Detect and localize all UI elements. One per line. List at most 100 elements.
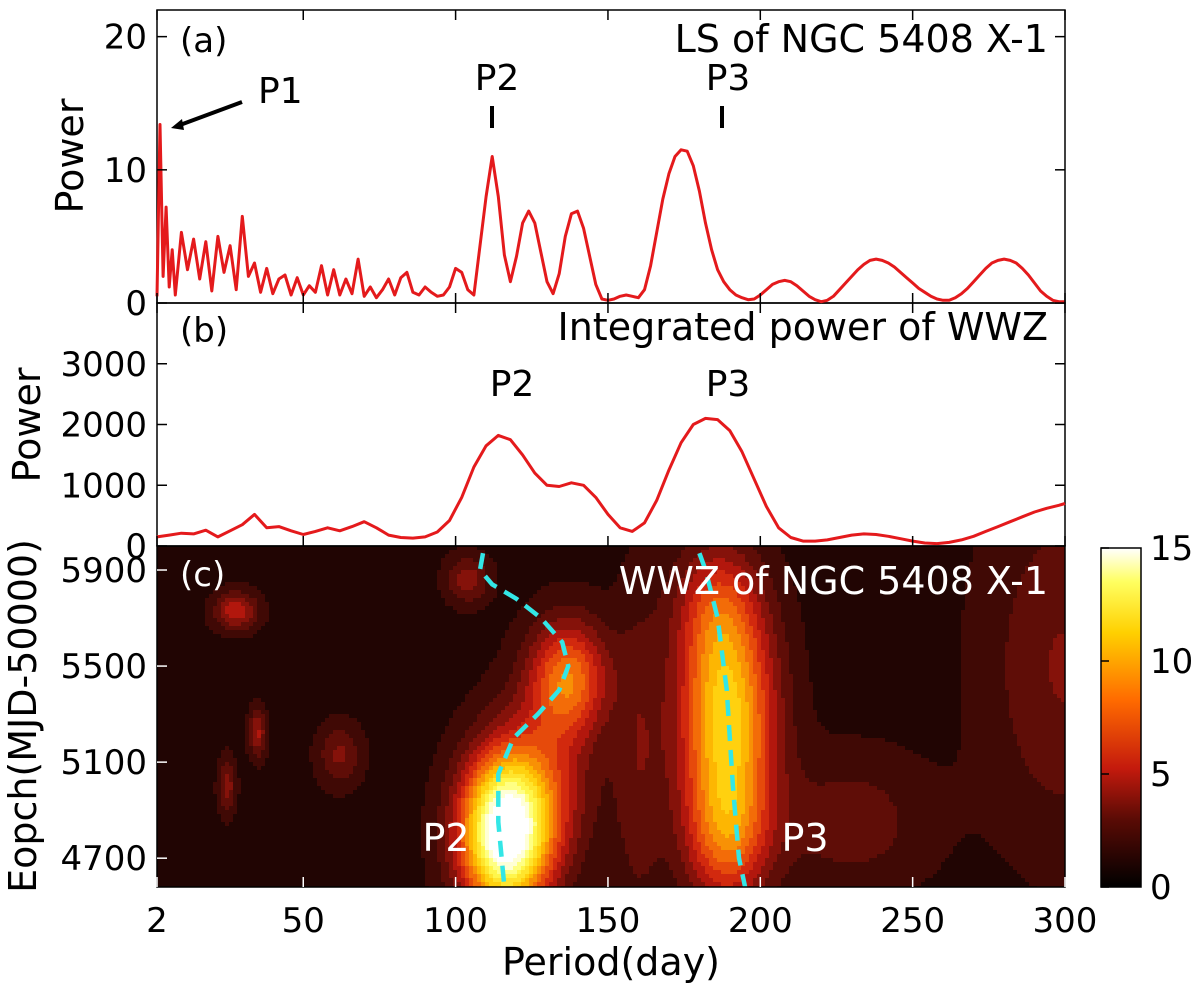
heat-cell [441, 614, 446, 619]
heat-cell [909, 586, 914, 591]
heat-cell [201, 546, 206, 551]
heat-cell [709, 574, 714, 579]
heat-cell [989, 558, 994, 563]
heat-cell [473, 622, 478, 627]
heat-cell [881, 598, 886, 603]
heat-cell [501, 630, 506, 635]
heat-cell [929, 590, 934, 595]
heat-cell [653, 558, 658, 563]
heat-cell [509, 590, 514, 595]
heat-cell [701, 578, 706, 583]
heat-cell [545, 602, 550, 607]
heat-cell [769, 586, 774, 591]
heat-cell [241, 578, 246, 583]
heat-cell [353, 602, 358, 607]
heat-cell [293, 622, 298, 627]
heat-cell [897, 598, 902, 603]
heat-cell [481, 626, 486, 631]
heat-cell [717, 586, 722, 591]
heat-cell [633, 590, 638, 595]
heat-cell [853, 578, 858, 583]
heat-cell [181, 590, 186, 595]
heat-cell [505, 598, 510, 603]
heat-cell [389, 594, 394, 599]
heat-cell [793, 558, 798, 563]
heat-cell [873, 582, 878, 587]
heat-cell [869, 626, 874, 631]
heat-cell [413, 618, 418, 623]
heat-cell [881, 618, 886, 623]
heat-cell [453, 602, 458, 607]
heat-cell [857, 558, 862, 563]
heat-cell [1025, 554, 1030, 559]
heat-cell [421, 558, 426, 563]
heat-cell [777, 630, 782, 635]
heat-cell [929, 550, 934, 555]
heat-cell [469, 630, 474, 635]
heat-cell [517, 622, 522, 627]
heat-cell [513, 578, 518, 583]
heat-cell [949, 546, 954, 551]
heat-cell [737, 578, 742, 583]
heat-cell [389, 626, 394, 631]
heat-cell [985, 622, 990, 627]
heat-cell [377, 566, 382, 571]
heat-cell [785, 614, 790, 619]
heat-cell [925, 554, 930, 559]
heat-cell [897, 550, 902, 555]
heat-cell [793, 570, 798, 575]
heat-cell [793, 618, 798, 623]
heat-cell [581, 582, 586, 587]
heat-cell [185, 586, 190, 591]
heat-cell [913, 546, 918, 551]
heat-cell [637, 594, 642, 599]
heat-cell [165, 622, 170, 627]
heat-cell [713, 562, 718, 567]
heat-cell [945, 598, 950, 603]
heat-cell [193, 602, 198, 607]
heat-cell [161, 594, 166, 599]
heat-cell [465, 602, 470, 607]
heat-cell [561, 622, 566, 627]
heat-cell [921, 618, 926, 623]
heat-cell [341, 554, 346, 559]
heat-cell [737, 566, 742, 571]
heat-cell [849, 594, 854, 599]
heat-cell [933, 554, 938, 559]
heat-cell [741, 574, 746, 579]
heat-cell [441, 582, 446, 587]
heat-cell [729, 566, 734, 571]
heat-cell [545, 558, 550, 563]
heat-cell [369, 630, 374, 635]
heat-cell [893, 574, 898, 579]
heat-cell [201, 586, 206, 591]
heat-cell [717, 566, 722, 571]
heat-cell [361, 630, 366, 635]
heat-cell [873, 598, 878, 603]
heat-cell [841, 618, 846, 623]
heat-cell [297, 574, 302, 579]
heat-cell [453, 594, 458, 599]
heat-cell [661, 602, 666, 607]
heat-cell [1017, 602, 1022, 607]
heat-cell [1025, 590, 1030, 595]
heat-cell [877, 610, 882, 615]
heat-cell [721, 574, 726, 579]
heat-cell [977, 550, 982, 555]
heat-cell [565, 554, 570, 559]
heat-cell [209, 586, 214, 591]
heat-cell [765, 618, 770, 623]
heat-cell [793, 546, 798, 551]
heat-cell [789, 566, 794, 571]
heat-cell [385, 562, 390, 567]
heat-cell [813, 586, 818, 591]
heat-cell [353, 574, 358, 579]
heat-cell [729, 602, 734, 607]
heat-cell [301, 586, 306, 591]
heat-cell [861, 626, 866, 631]
heat-cell [961, 614, 966, 619]
heat-cell [369, 590, 374, 595]
heat-cell [161, 550, 166, 555]
heat-cell [441, 626, 446, 631]
heat-cell [565, 566, 570, 571]
